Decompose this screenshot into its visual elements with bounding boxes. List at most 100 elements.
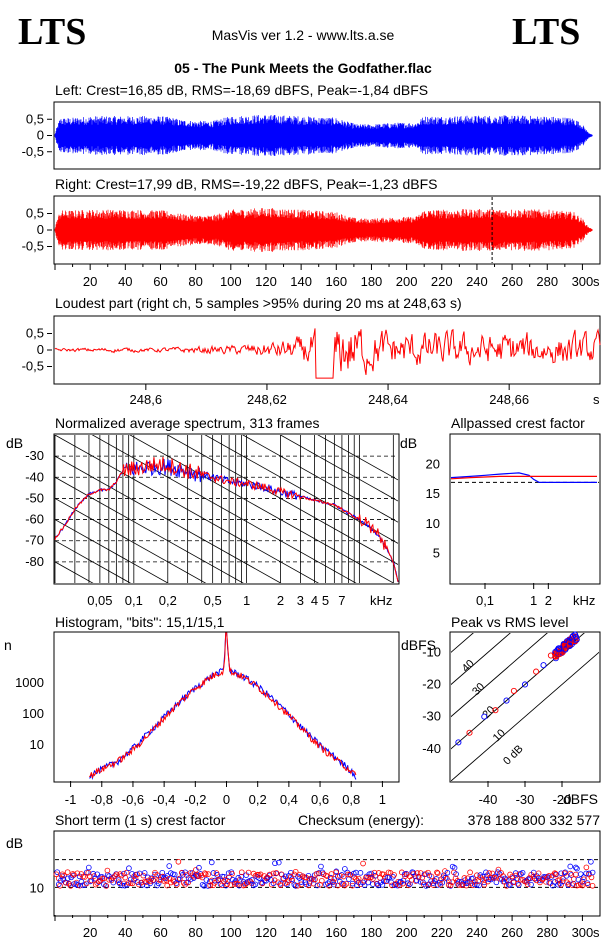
- short-term-point: [414, 870, 421, 876]
- lts-logo-right: LTS: [512, 11, 580, 53]
- short-term-point: [556, 876, 563, 883]
- histogram-x-tick-label: 1: [379, 792, 386, 807]
- peak-rms-point: [492, 707, 499, 714]
- short-term-point: [439, 879, 446, 886]
- short-term-point: [583, 870, 589, 877]
- short-term-point: [560, 875, 566, 882]
- short-term-point: [201, 883, 207, 889]
- spectrum-y-tick-label: -30: [25, 448, 44, 463]
- peak-rms-point: [566, 638, 573, 645]
- short-term-point: [270, 870, 277, 877]
- short-term-point: [92, 875, 98, 882]
- short-term-point: [384, 874, 391, 881]
- short-term-point: [589, 882, 596, 889]
- time-tick-label: 260: [501, 274, 523, 289]
- short-term-point: [555, 881, 561, 888]
- short-term-point: [515, 882, 522, 888]
- short-term-point: [64, 869, 71, 875]
- spectrum-x-tick-label: 2: [277, 593, 284, 608]
- histogram-x-tick-label: -0,4: [153, 792, 175, 807]
- histogram-x-tick-label: 0,4: [280, 792, 298, 807]
- short-term-point: [338, 872, 345, 878]
- short-term-point: [558, 870, 565, 877]
- lts-logo-left: LTS: [18, 11, 86, 53]
- short-term-point: [353, 876, 359, 882]
- crest-line: [451, 633, 548, 718]
- short-term-x-axis: 20 40 60 80 100 120 140 160 180 200 220 240 260 280 30…: [54, 915, 600, 940]
- short-term-point: [357, 870, 364, 876]
- short-term-crest-title: Short term (1 s) crest factor: [55, 812, 226, 828]
- short-term-point: [483, 869, 489, 876]
- short-term-point: [572, 864, 579, 871]
- short-term-point: [272, 860, 278, 867]
- short-term-point: [201, 870, 208, 877]
- crest-line-label: 30: [470, 681, 487, 698]
- short-term-point: [513, 872, 519, 879]
- short-term-point: [170, 877, 176, 884]
- short-term-point: [71, 871, 77, 878]
- spectrum-y-tick-label: -60: [25, 512, 44, 527]
- short-term-point: [571, 876, 577, 882]
- allpass-x-ticks: 0,1 1 2 kHz: [476, 583, 595, 608]
- short-term-y-tick-label: 10: [30, 880, 44, 895]
- short-term-point: [312, 876, 318, 883]
- histogram-y-unit: n: [4, 637, 12, 653]
- short-term-point: [391, 872, 397, 878]
- short-term-point: [479, 876, 486, 883]
- short-term-point: [196, 864, 202, 871]
- short-term-point: [371, 869, 378, 876]
- short-term-point: [64, 875, 71, 882]
- time-x-axis: 20 40 60 80 100 120 140 160 180 200 220 240 260 280 30…: [54, 264, 600, 289]
- spectrum-slope-lines: [55, 435, 398, 583]
- short-term-point: [86, 864, 92, 871]
- short-term-point: [257, 871, 264, 878]
- short-term-point: [417, 870, 424, 876]
- short-term-point: [528, 881, 534, 888]
- short-term-point: [470, 875, 476, 882]
- time-tick-label: 200: [396, 274, 418, 289]
- short-term-point: [355, 875, 362, 882]
- short-term-point: [104, 867, 111, 874]
- short-term-point: [544, 874, 551, 881]
- short-term-point: [551, 879, 558, 885]
- short-term-point: [326, 882, 332, 889]
- short-term-point: [507, 882, 513, 888]
- peak-rms-y-tick-label: -10: [422, 644, 441, 659]
- short-term-point: [524, 881, 531, 888]
- allpass-y-ticks: 20 15 10 5: [426, 457, 440, 561]
- short-term-point: [444, 869, 451, 876]
- waveform-path: [54, 208, 593, 252]
- spectrum-x-unit: kHz: [370, 593, 392, 608]
- y-tick-label: 0,5: [26, 206, 44, 221]
- short-term-point: [117, 871, 123, 877]
- spectrum-x-ticks: 0,05 0,1 0,2 0,5 1 2 3 4 5 7 kHz: [87, 593, 392, 608]
- peak-rms-y-tick-label: -40: [422, 741, 441, 756]
- short-term-point: [150, 877, 156, 883]
- short-term-point: [388, 879, 395, 886]
- short-term-point: [355, 879, 362, 886]
- short-term-point: [164, 882, 170, 889]
- right-y-ticks: 0,50 -0,5: [22, 206, 52, 254]
- short-term-point: [249, 877, 255, 883]
- short-term-point: [140, 872, 147, 879]
- y-tick-label: -0,5: [22, 144, 44, 159]
- short-term-point: [328, 871, 335, 877]
- loudest-y-ticks: 0,50 -0,5: [22, 326, 52, 374]
- short-term-point: [224, 878, 231, 884]
- allpass-y-unit: dB: [400, 435, 417, 451]
- short-term-point: [347, 871, 353, 878]
- peak-rms-x-tick-label: -30: [516, 792, 535, 807]
- short-term-point: [78, 879, 85, 885]
- short-term-point: [309, 876, 315, 882]
- histogram-x-ticks: -1 -0,8 -0,6 -0,4 -0,2 0 0,2 0,4 0,6 0,8 1: [65, 781, 386, 807]
- spectrum-title: Normalized average spectrum, 313 frames: [55, 415, 320, 431]
- short-term-point: [588, 858, 594, 865]
- peak-vs-rms-title: Peak vs RMS level: [451, 614, 568, 630]
- short-term-point: [459, 882, 466, 888]
- histogram-y-ticks: 1000 100 10: [15, 675, 44, 752]
- loudest-tick-label: 248,66: [489, 392, 529, 407]
- short-term-point: [53, 871, 60, 878]
- short-term-point: [234, 881, 241, 888]
- short-term-point: [121, 870, 127, 877]
